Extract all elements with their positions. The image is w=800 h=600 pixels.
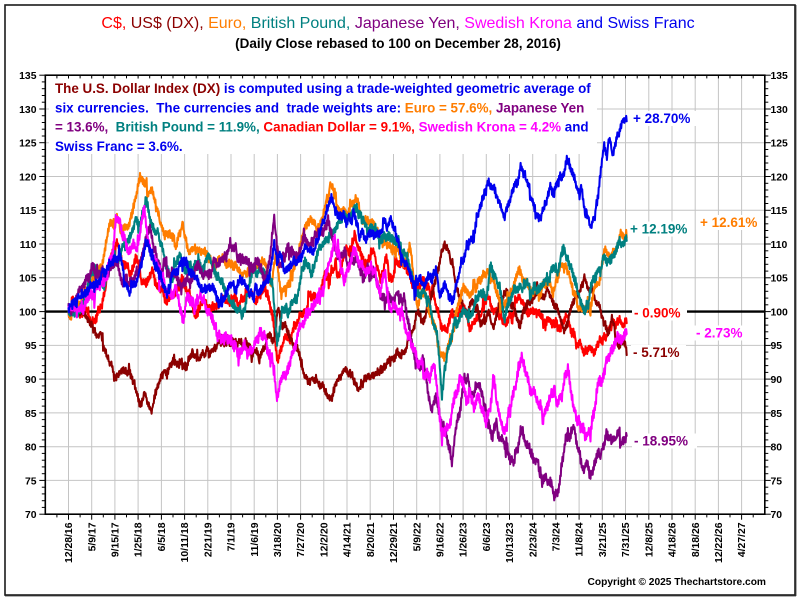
svg-text:135: 135 — [19, 71, 37, 82]
svg-text:12/29/21: 12/29/21 — [389, 522, 400, 563]
svg-text:70: 70 — [25, 510, 37, 521]
svg-text:- 5.71%: - 5.71% — [633, 345, 680, 360]
svg-text:7/3/24: 7/3/24 — [552, 522, 563, 551]
svg-text:8/18/26: 8/18/26 — [691, 522, 702, 557]
svg-text:4/18/26: 4/18/26 — [668, 522, 679, 557]
svg-text:10/13/23: 10/13/23 — [505, 522, 516, 563]
svg-text:95: 95 — [25, 341, 37, 352]
svg-text:90: 90 — [771, 375, 783, 386]
svg-text:1/25/18: 1/25/18 — [134, 522, 145, 557]
svg-text:105: 105 — [19, 274, 37, 285]
svg-text:2/21/19: 2/21/19 — [203, 522, 214, 557]
svg-text:120: 120 — [19, 172, 37, 183]
svg-text:85: 85 — [25, 409, 37, 420]
svg-text:2/23/24: 2/23/24 — [528, 522, 539, 557]
svg-text:C$, US$ (DX), Euro, British Po: C$, US$ (DX), Euro, British Pound, Japan… — [101, 15, 694, 32]
svg-text:= 13.6%, British Pound = 11.9: = 13.6%, British Pound = 11.9%, Canadian… — [55, 120, 589, 135]
svg-text:3/18/20: 3/18/20 — [273, 522, 284, 557]
svg-text:130: 130 — [19, 105, 37, 116]
svg-text:115: 115 — [771, 206, 788, 217]
svg-text:80: 80 — [25, 443, 37, 454]
svg-text:+ 12.19%: + 12.19% — [630, 222, 687, 237]
svg-text:+ 12.61%: + 12.61% — [700, 215, 757, 230]
svg-text:- 2.73%: - 2.73% — [696, 326, 743, 341]
svg-text:8/20/21: 8/20/21 — [366, 522, 377, 557]
svg-text:70: 70 — [771, 510, 783, 521]
svg-text:12/2/20: 12/2/20 — [319, 522, 330, 557]
svg-text:5/9/22: 5/9/22 — [412, 522, 423, 551]
svg-text:7/27/20: 7/27/20 — [296, 522, 307, 557]
svg-text:The U.S. Dollar Index (DX) is: The U.S. Dollar Index (DX) is computed u… — [55, 81, 591, 96]
svg-text:3/21/25: 3/21/25 — [598, 522, 609, 557]
svg-text:75: 75 — [771, 476, 783, 487]
svg-text:- 0.90%: - 0.90% — [634, 306, 681, 321]
svg-text:135: 135 — [771, 71, 789, 82]
svg-text:10/11/18: 10/11/18 — [180, 522, 191, 562]
svg-text:105: 105 — [771, 274, 789, 285]
svg-text:90: 90 — [25, 375, 37, 386]
svg-text:110: 110 — [771, 240, 788, 251]
svg-text:Copyright © 2025 Thechartstore: Copyright © 2025 Thechartstore.com — [588, 577, 766, 588]
svg-text:11/8/24: 11/8/24 — [575, 522, 586, 556]
svg-text:9/16/22: 9/16/22 — [436, 522, 447, 557]
svg-text:6/6/23: 6/6/23 — [482, 522, 493, 551]
svg-text:4/14/21: 4/14/21 — [343, 522, 354, 557]
svg-text:12/8/25: 12/8/25 — [644, 522, 655, 557]
svg-text:80: 80 — [771, 443, 783, 454]
svg-text:5/9/17: 5/9/17 — [87, 522, 98, 551]
svg-text:115: 115 — [20, 206, 37, 217]
svg-text:six currencies. The currencie: six currencies. The currencies and trade… — [55, 100, 584, 115]
svg-text:1/26/23: 1/26/23 — [459, 522, 470, 557]
svg-text:100: 100 — [19, 308, 37, 319]
svg-text:125: 125 — [19, 139, 37, 150]
svg-text:(Daily Close rebased to 100 on: (Daily Close rebased to 100 on December … — [235, 36, 561, 51]
svg-text:Swiss Franc = 3.6%.: Swiss Franc = 3.6%. — [55, 139, 183, 154]
svg-text:130: 130 — [771, 105, 789, 116]
svg-text:100: 100 — [771, 308, 789, 319]
svg-text:95: 95 — [771, 341, 783, 352]
svg-text:- 18.95%: - 18.95% — [634, 434, 688, 449]
svg-text:7/1/19: 7/1/19 — [227, 522, 238, 551]
svg-text:12/22/26: 12/22/26 — [714, 522, 725, 563]
svg-text:85: 85 — [771, 409, 783, 420]
svg-text:125: 125 — [771, 139, 789, 150]
svg-text:+ 28.70%: + 28.70% — [633, 111, 690, 126]
svg-text:75: 75 — [25, 476, 37, 487]
svg-text:6/5/18: 6/5/18 — [157, 522, 168, 551]
svg-text:7/31/25: 7/31/25 — [621, 522, 632, 557]
svg-text:120: 120 — [771, 172, 789, 183]
svg-text:4/27/27: 4/27/27 — [737, 522, 748, 557]
svg-text:11/6/19: 11/6/19 — [250, 522, 261, 556]
svg-text:9/15/17: 9/15/17 — [111, 522, 122, 557]
svg-text:12/28/16: 12/28/16 — [64, 522, 75, 563]
svg-text:110: 110 — [20, 240, 37, 251]
